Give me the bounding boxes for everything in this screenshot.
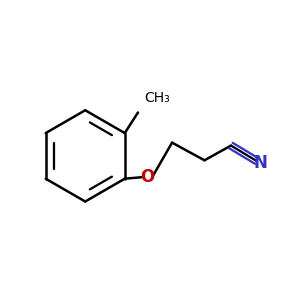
Text: N: N [254, 154, 267, 172]
Text: O: O [140, 168, 154, 186]
Text: CH₃: CH₃ [144, 91, 170, 105]
